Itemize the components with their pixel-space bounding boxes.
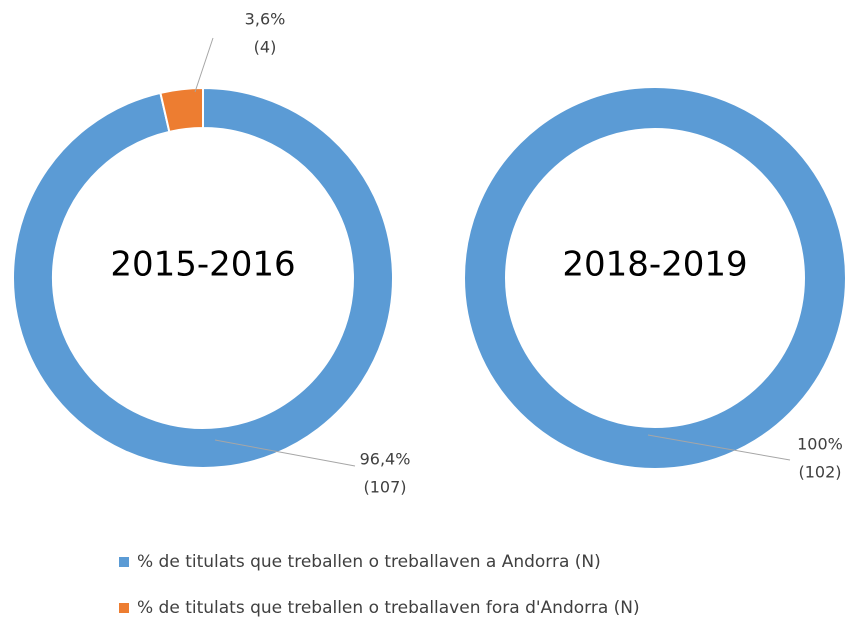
leader-line [214,439,356,467]
legend-label: % de titulats que treballen o treballave… [137,552,601,572]
leader-line [194,37,214,93]
donut-segment [12,86,394,469]
chart-title: 2018-2019 [562,245,747,285]
donut-segment [159,86,204,134]
legend-label: % de titulats que treballen o treballave… [137,598,640,618]
donut-ring [465,88,845,468]
count-label: (102) [798,463,841,482]
data-label: 96,4% [360,450,411,469]
count-label: (107) [363,478,406,497]
legend-swatch [119,603,129,613]
count-label: (4) [254,38,277,57]
chart-title: 2015-2016 [110,245,295,285]
data-label: 3,6% [245,10,286,29]
leader-line [647,434,791,461]
data-label: 100% [797,435,843,454]
legend-swatch [119,557,129,567]
